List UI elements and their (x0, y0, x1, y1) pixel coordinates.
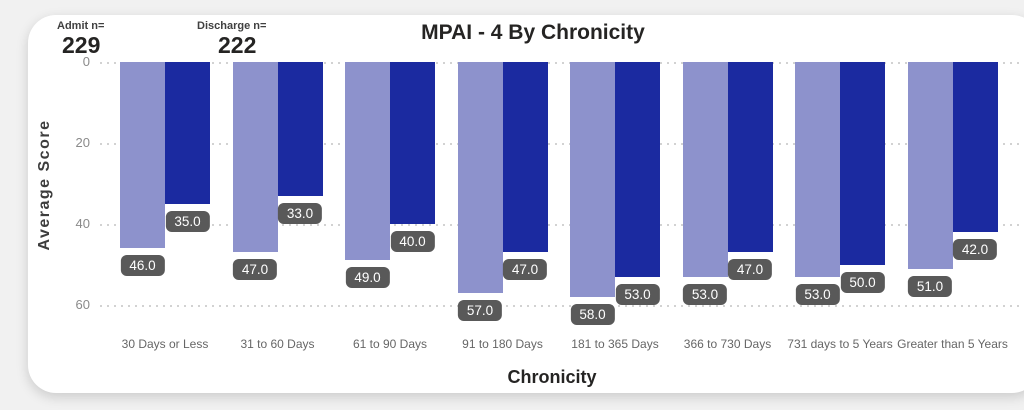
x-tick-label: 366 to 730 Days (683, 337, 772, 351)
discharge-count-label: Discharge n= (197, 20, 267, 32)
value-label-discharge: 35.0 (165, 210, 210, 232)
gridline (100, 224, 1024, 226)
bar-discharge[interactable] (952, 62, 998, 233)
bar-discharge[interactable] (390, 62, 435, 224)
bar-admit[interactable] (907, 62, 953, 269)
value-label-discharge: 33.0 (277, 202, 323, 224)
y-tick-label: 0 (82, 54, 90, 69)
gridline (100, 143, 1024, 145)
value-label-admit: 58.0 (570, 303, 615, 325)
chart-card: Admit n= 229 Discharge n= 222 MPAI - 4 B… (28, 15, 1024, 393)
admit-count-value: 229 (62, 32, 101, 58)
bar-discharge[interactable] (615, 62, 660, 277)
value-label-discharge: 53.0 (615, 283, 660, 305)
bar-admit[interactable] (345, 62, 390, 261)
x-tick-label: 30 Days or Less (121, 337, 209, 351)
chart-title: MPAI - 4 By Chronicity (421, 21, 645, 44)
bar-admit[interactable] (457, 62, 503, 293)
value-label-admit: 53.0 (682, 283, 728, 305)
x-tick-label: 91 to 180 Days (462, 337, 543, 351)
value-label-admit: 57.0 (457, 299, 503, 321)
value-label-admit: 49.0 (345, 267, 390, 289)
bar-admit[interactable] (570, 62, 615, 297)
x-tick-label: 31 to 60 Days (240, 337, 315, 351)
plot-area: 0 20 40 60 46.0 35.0 30 Days or Less 47.0 33.0 31… (28, 15, 1024, 393)
bar-admit[interactable] (232, 62, 278, 253)
value-label-discharge: 50.0 (840, 271, 885, 293)
value-label-admit: 53.0 (795, 283, 840, 305)
x-tick-label: 181 to 365 Days (571, 337, 659, 351)
bar-discharge[interactable] (727, 62, 773, 253)
x-axis-title: Chronicity (507, 367, 597, 387)
x-tick-label: Greater than 5 Years (897, 337, 1008, 351)
x-tick-label: 61 to 90 Days (352, 337, 428, 351)
bar-discharge[interactable] (277, 62, 323, 196)
admit-count-label: Admit n= (57, 20, 105, 32)
value-label-discharge: 40.0 (390, 231, 435, 252)
value-label-admit: 47.0 (232, 259, 278, 281)
bar-discharge[interactable] (840, 62, 885, 265)
bar-admit[interactable] (795, 62, 840, 277)
gridline (100, 305, 1024, 307)
discharge-count-value: 222 (218, 32, 257, 58)
value-label-discharge: 42.0 (952, 239, 998, 261)
bar-admit[interactable] (682, 62, 728, 277)
y-tick-label: 40 (75, 216, 90, 231)
value-label-discharge: 47.0 (502, 259, 548, 281)
bar-discharge[interactable] (165, 62, 210, 204)
x-tick-label: 731 days to 5 Years (787, 337, 893, 351)
value-label-discharge: 47.0 (727, 259, 773, 281)
y-tick-label: 60 (75, 297, 90, 312)
value-label-admit: 46.0 (120, 255, 165, 277)
gridline (100, 62, 1024, 64)
y-tick-label: 20 (75, 135, 90, 150)
value-label-admit: 51.0 (907, 275, 953, 297)
bar-discharge[interactable] (502, 62, 548, 253)
bar-admit[interactable] (120, 62, 165, 249)
